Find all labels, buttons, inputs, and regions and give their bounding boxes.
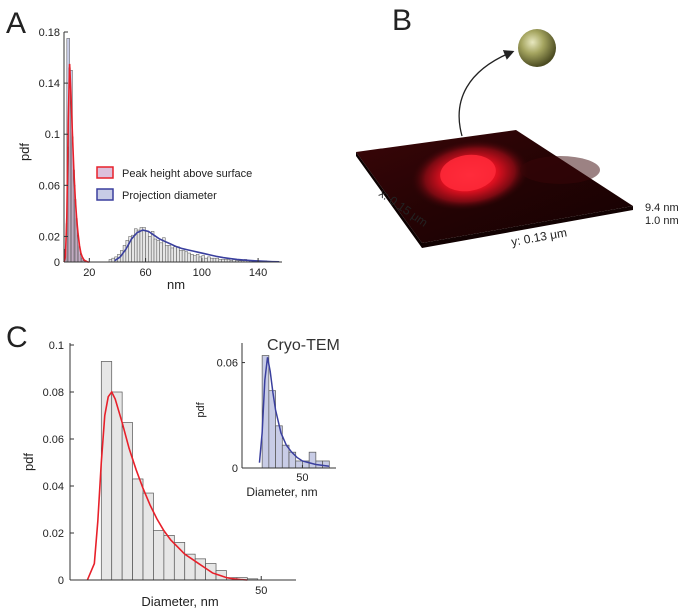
panel-a-fit-curves: [63, 63, 280, 263]
legend-swatch-projection-diameter: [96, 188, 114, 201]
inset-histogram-bar: [322, 460, 330, 469]
projection-diameter-bar: [145, 231, 149, 263]
panel-a-ytick-label: 0.02: [39, 231, 60, 243]
afm-z-max-label: 9.4 nm: [645, 202, 679, 214]
projection-diameter-bar: [195, 254, 200, 263]
panel-label-a: A: [6, 7, 26, 40]
panel-c-ytick-label: 0.04: [43, 481, 64, 493]
afm-z-min-label: 1.0 nm: [645, 215, 679, 227]
inset-histogram-bar: [295, 460, 303, 469]
panel-c-ytick-label: 0.02: [43, 528, 64, 540]
projection-diameter-bar: [142, 227, 146, 263]
projection-diameter-bar: [153, 238, 158, 263]
panel-a-bars: [64, 38, 273, 263]
projection-diameter-bar: [210, 257, 214, 263]
panel-a-ytick-label: 0.14: [39, 78, 60, 90]
inset-xtick-label: 50: [296, 472, 308, 484]
panel-c-ytick-label: 0.08: [43, 387, 64, 399]
projection-diameter-bar: [170, 247, 174, 263]
projection-diameter-bar: [212, 257, 217, 263]
panel-c-xlabel: Diameter, nm: [141, 594, 218, 609]
panel-c-xtick-label: 50: [255, 585, 267, 597]
panel-a-xlabel: nm: [167, 277, 185, 292]
panel-a-ticks: 20 60 100 140 0 0.02 0.06 0.1 0.14 0.18: [39, 27, 268, 279]
projection-diameter-bar: [150, 231, 155, 263]
panel-a-xtick-label: 20: [83, 267, 95, 279]
projection-diameter-bar: [215, 257, 219, 263]
panel-a-xtick-label: 60: [139, 267, 151, 279]
panel-a-xtick-label: 140: [249, 267, 267, 279]
projection-diameter-bar: [165, 245, 169, 263]
panel-b-afm-surface: x: 0.15 μm y: 0.13 μm 9.4 nm 1.0 nm: [356, 29, 679, 249]
projection-diameter-bar: [207, 256, 211, 263]
panel-a-xtick-label: 100: [193, 267, 211, 279]
inset-xlabel: Diameter, nm: [246, 485, 317, 499]
afm-surface-map: [356, 130, 633, 248]
inset-fit-line: [258, 357, 330, 467]
projection-diameter-bar: [148, 236, 152, 263]
projection-diameter-bar: [187, 252, 191, 263]
panel-a-ytick-label: 0: [54, 257, 60, 269]
distribution-fit-line: [86, 390, 248, 581]
projection-diameter-bar: [173, 246, 177, 263]
inset-bars: [261, 355, 330, 469]
projection-diameter-fit-line: [114, 229, 280, 263]
panel-c-ylabel: pdf: [21, 453, 36, 471]
inset-title: Cryo-TEM: [267, 337, 340, 354]
panel-c-ytick-label: 0.1: [49, 340, 64, 352]
arrow-to-sphere: [458, 50, 515, 137]
histogram-bar: [142, 492, 154, 581]
panel-a-ytick-label: 0.18: [39, 27, 60, 39]
projection-diameter-bar: [156, 240, 160, 263]
projection-diameter-bar: [136, 229, 141, 263]
projection-diameter-bar: [139, 227, 144, 263]
histogram-bar: [121, 422, 133, 581]
panel-c-inset-chart: 50 0 0.06 Cryo-TEM Diameter, nm pdf: [195, 337, 340, 499]
panel-c-ytick-label: 0.06: [43, 434, 64, 446]
panel-label-c: C: [6, 321, 28, 354]
projection-diameter-bar: [181, 250, 186, 263]
histogram-bar: [153, 530, 165, 581]
projection-diameter-bar: [159, 242, 163, 263]
inset-ylabel: pdf: [195, 401, 207, 417]
projection-diameter-bar: [204, 257, 208, 263]
projection-diameter-bar: [193, 255, 197, 263]
panel-c-bars: [100, 361, 259, 581]
projection-diameter-bar: [190, 254, 194, 263]
projection-diameter-bar: [167, 245, 172, 263]
projection-diameter-bar: [176, 246, 180, 263]
panel-c-ytick-label: 0: [58, 575, 64, 587]
histogram-bar: [132, 478, 144, 581]
panel-a-ytick-label: 0.1: [45, 129, 60, 141]
legend-swatch-peak-height: [96, 166, 114, 179]
panel-a-ytick-label: 0.06: [39, 180, 60, 192]
projection-diameter-bar: [179, 250, 183, 263]
panel-a-chart: 20 60 100 140 0 0.02 0.06 0.1 0.14 0.18 nm pdf Pe…: [17, 27, 282, 292]
panel-a-legend: Peak height above surface Projection dia…: [96, 166, 252, 202]
nanoparticle-sphere: [518, 29, 556, 67]
inset-fit-curve: [258, 357, 330, 467]
legend-label-peak-height: Peak height above surface: [122, 168, 252, 180]
panel-label-b: B: [392, 4, 412, 37]
inset-ticks: 50 0 0.06: [217, 358, 309, 484]
inset-histogram-bar: [308, 451, 317, 469]
peak-height-fit-line: [63, 63, 90, 263]
inset-ytick-label: 0.06: [217, 358, 238, 370]
panel-c-fit-curve: [86, 390, 248, 581]
panel-c-ticks: 50 0 0.02 0.04 0.06 0.08 0.1: [43, 340, 268, 597]
legend-label-projection-diameter: Projection diameter: [122, 190, 217, 202]
projection-diameter-bar: [184, 251, 189, 263]
histogram-bar: [111, 391, 123, 581]
inset-ytick-label: 0: [232, 463, 238, 475]
panel-a-ylabel: pdf: [17, 143, 32, 161]
